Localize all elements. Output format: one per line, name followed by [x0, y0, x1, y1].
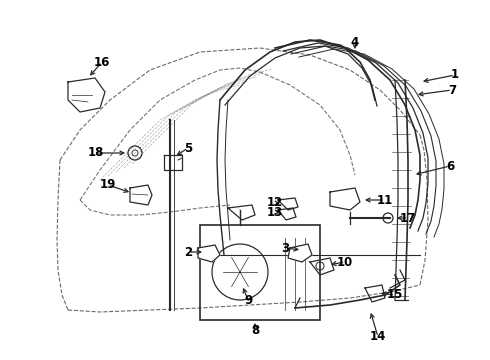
Text: 7: 7 — [448, 84, 456, 96]
Text: 2: 2 — [184, 246, 192, 258]
Text: 10: 10 — [337, 256, 353, 269]
Text: 17: 17 — [400, 211, 416, 225]
Polygon shape — [330, 188, 360, 210]
Text: 6: 6 — [446, 159, 454, 172]
Text: 9: 9 — [244, 293, 252, 306]
Polygon shape — [68, 78, 105, 112]
Text: 16: 16 — [94, 55, 110, 68]
Text: 19: 19 — [100, 179, 116, 192]
Polygon shape — [130, 185, 152, 205]
Bar — [200, 225, 320, 320]
Text: 13: 13 — [267, 206, 283, 219]
Text: 14: 14 — [370, 330, 386, 343]
Text: 8: 8 — [251, 324, 259, 337]
Text: 1: 1 — [451, 68, 459, 81]
Text: 4: 4 — [351, 36, 359, 49]
Text: 5: 5 — [184, 141, 192, 154]
Text: 18: 18 — [88, 147, 104, 159]
Text: 3: 3 — [281, 242, 289, 255]
Polygon shape — [288, 244, 312, 262]
Polygon shape — [198, 245, 220, 262]
Text: 11: 11 — [377, 194, 393, 207]
Text: 12: 12 — [267, 197, 283, 210]
Text: 15: 15 — [387, 288, 403, 302]
